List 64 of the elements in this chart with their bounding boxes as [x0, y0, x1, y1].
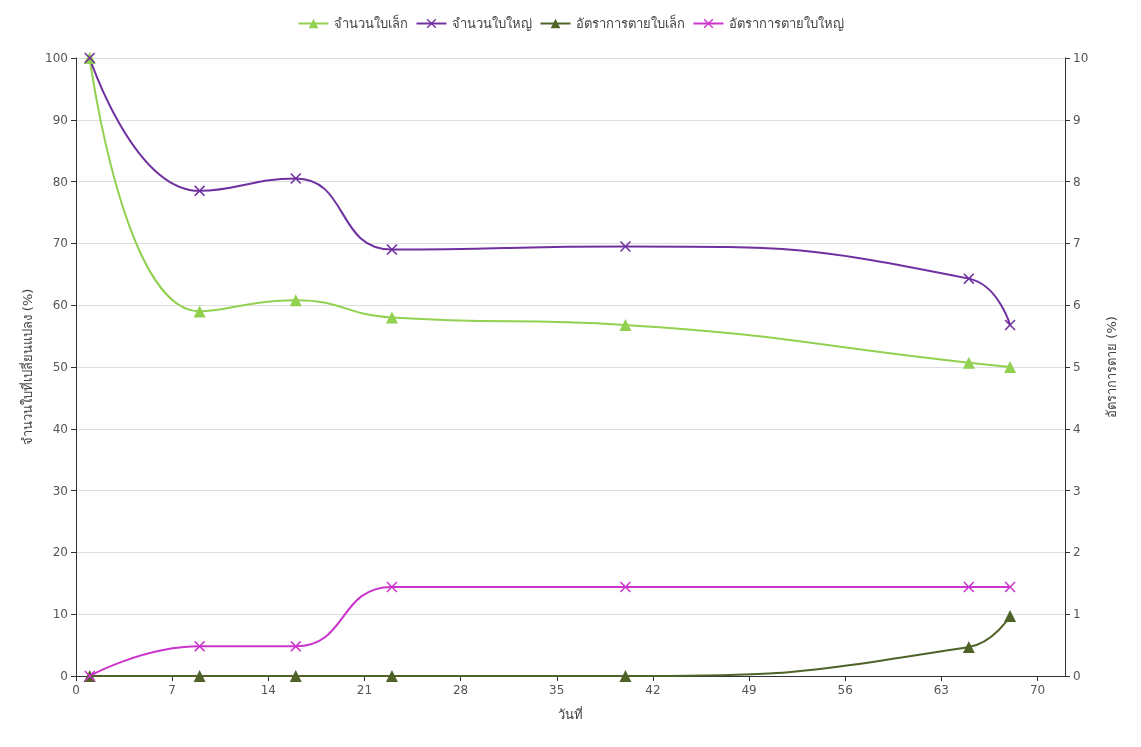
- point: [386, 581, 398, 593]
- point: [385, 311, 398, 324]
- x-tick-label: 28: [452, 683, 469, 697]
- y-tick-label: 80: [52, 174, 68, 189]
- y-tick-label: 0: [60, 669, 68, 683]
- point: [290, 173, 302, 185]
- point: [619, 670, 632, 682]
- point: [963, 581, 975, 593]
- y-tick-label: 100: [45, 51, 68, 65]
- point: [963, 273, 975, 285]
- point: [962, 356, 975, 369]
- legend-label: อัตราการตายใบใหญ่: [728, 16, 844, 31]
- x-axis-title: วันที่: [558, 706, 583, 722]
- x-tick-label: 49: [741, 683, 757, 697]
- y-tick-label: 50: [52, 360, 68, 374]
- y2-tick-label: 6: [1073, 298, 1081, 313]
- y-tick-label: 60: [52, 298, 68, 313]
- legend-label: อัตราการตายใบเล็ก: [575, 14, 685, 31]
- y2-tick-label: 5: [1073, 360, 1081, 374]
- x-tick-label: 70: [1029, 683, 1046, 697]
- y2-tick-label: 2: [1073, 545, 1081, 560]
- y-tick-label: 70: [52, 236, 68, 251]
- x-tick-label: 0: [72, 683, 80, 697]
- point: [386, 244, 398, 256]
- point: [619, 581, 631, 593]
- point: [193, 670, 206, 682]
- point: [619, 318, 632, 331]
- point: [962, 640, 975, 653]
- y-tick-label: 40: [52, 421, 68, 436]
- x-tick-label: 21: [356, 683, 373, 697]
- x-tick-label: 42: [645, 683, 661, 697]
- y2-tick-label: 10: [1073, 51, 1089, 65]
- point: [385, 670, 398, 682]
- y2-tick-label: 7: [1073, 236, 1081, 251]
- y2-tick-label: 3: [1073, 483, 1081, 498]
- y-tick-label: 90: [52, 112, 68, 127]
- y2-tick-label: 1: [1073, 607, 1081, 622]
- legend-label: จำนวนใบเล็ก: [333, 14, 408, 31]
- y-tick-label: 20: [52, 545, 68, 560]
- legend-label: จำนวนใบใหญ่: [451, 16, 532, 31]
- y-tick-label: 10: [52, 607, 68, 622]
- point: [1004, 610, 1017, 623]
- point: [1004, 361, 1017, 373]
- x-tick-label: 56: [837, 683, 853, 697]
- point: [619, 240, 631, 252]
- point: [194, 185, 206, 197]
- y-tick-label: 30: [52, 483, 68, 498]
- y2-tick-label: 9: [1073, 112, 1081, 127]
- y-axis-title: จำนวนใบที่เปลี่ยนแปลง (%): [19, 288, 36, 446]
- point: [290, 640, 302, 652]
- point: [1004, 581, 1016, 593]
- point: [1004, 319, 1016, 331]
- y2-axis-title: อัตราการตาย (%): [1104, 316, 1119, 418]
- point: [194, 640, 206, 652]
- x-tick-label: 14: [260, 683, 276, 697]
- y2-tick-label: 8: [1073, 174, 1081, 189]
- x-tick-label: 63: [933, 683, 950, 697]
- x-tick-label: 35: [549, 683, 565, 697]
- x-tick-label: 7: [168, 683, 176, 697]
- point: [289, 294, 302, 307]
- y2-tick-label: 0: [1073, 669, 1081, 683]
- point: [193, 305, 206, 318]
- point: [289, 670, 302, 682]
- y2-tick-label: 4: [1073, 421, 1081, 436]
